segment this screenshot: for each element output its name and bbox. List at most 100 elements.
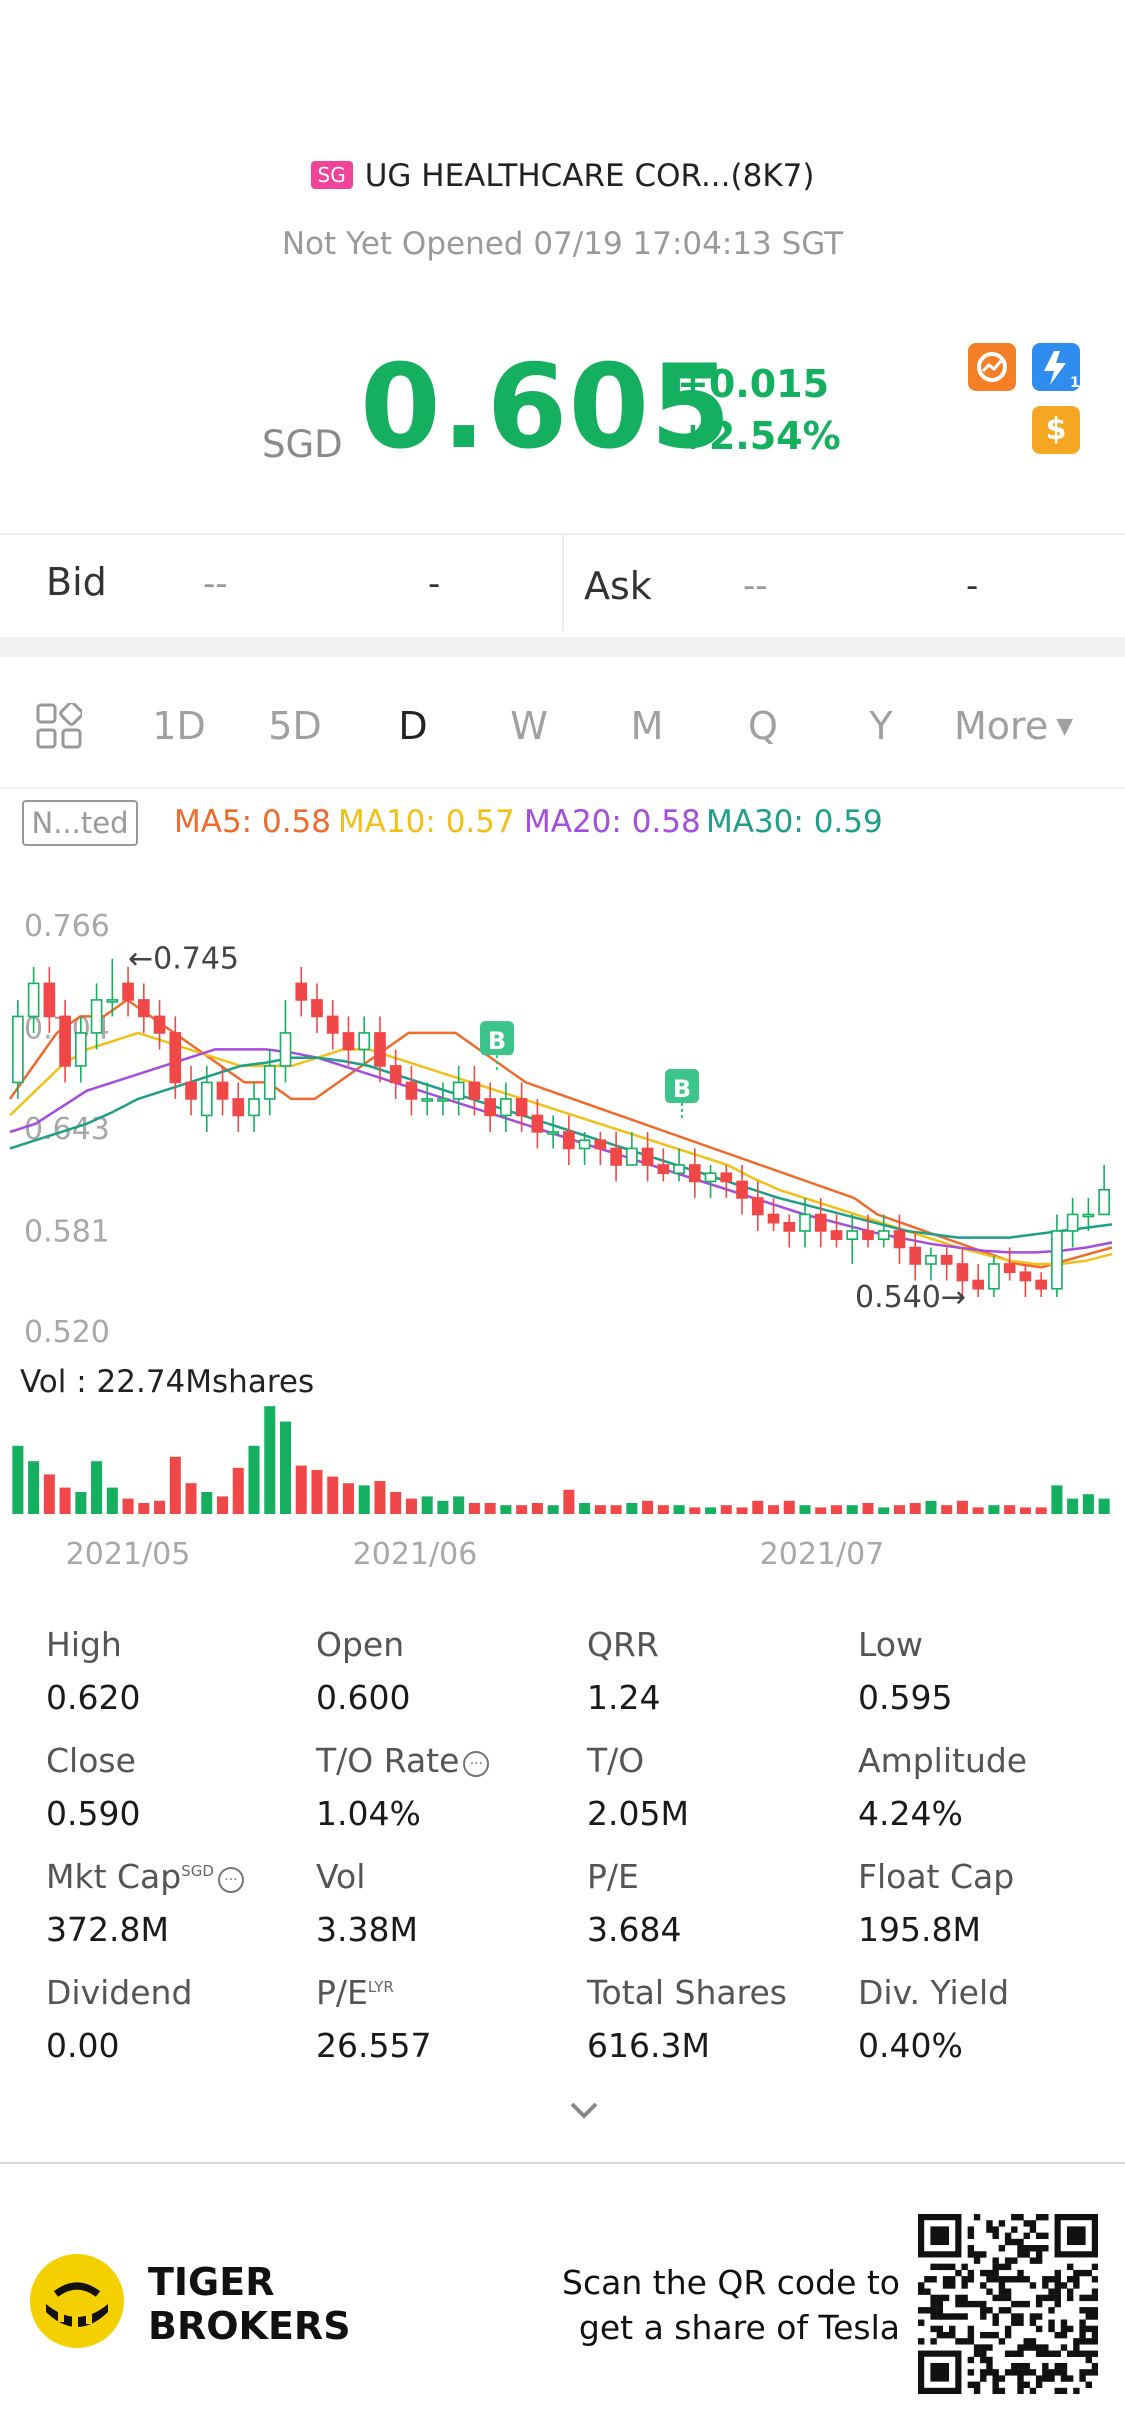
candle-body: [830, 1230, 843, 1241]
candle-body: [437, 1098, 449, 1102]
volume-bar: [358, 1485, 370, 1514]
more-label: More: [954, 704, 1049, 748]
lightning-icon[interactable]: 1: [1032, 343, 1080, 391]
qr-module: [1073, 2282, 1080, 2289]
qr-module: [961, 2282, 968, 2289]
qr-module: [1023, 2369, 1030, 2376]
qr-module: [1060, 2319, 1068, 2326]
candle-body: [547, 1131, 559, 1135]
qr-module: [998, 2263, 1006, 2271]
qr-module: [1017, 2319, 1024, 2326]
qr-module: [1073, 2344, 1080, 2351]
qr-module: [936, 2307, 944, 2314]
volume-bar: [248, 1445, 260, 1514]
ma-line-ma5: [8, 998, 1113, 1269]
candle-body: [641, 1147, 654, 1166]
qr-module: [1085, 2381, 1092, 2388]
qr-module: [1048, 2369, 1055, 2376]
qr-module: [1035, 2375, 1043, 2382]
tab-d[interactable]: D: [398, 704, 428, 748]
qr-module: [942, 2313, 950, 2320]
qr-module: [986, 2356, 993, 2364]
qr-module: [1035, 2294, 1043, 2302]
qr-module: [980, 2331, 987, 2339]
qr-module: [1048, 2375, 1055, 2382]
layout-grid-icon[interactable]: [36, 701, 84, 749]
qr-module: [1054, 2331, 1061, 2339]
candle-body: [1019, 1271, 1032, 1282]
expand-chevron-icon[interactable]: [566, 2098, 602, 2124]
candle-body: [846, 1230, 859, 1241]
stat-value: 616.3M: [587, 2026, 710, 2065]
stat-label-text: Total Shares: [587, 1973, 787, 2012]
qr-caption-line1: Scan the QR code to: [562, 2263, 900, 2302]
tab-w[interactable]: W: [510, 704, 548, 748]
qr-module: [1079, 2307, 1086, 2314]
qr-module: [930, 2313, 937, 2320]
tab-5d[interactable]: 5D: [268, 704, 322, 748]
volume-bar: [500, 1505, 512, 1514]
qr-module: [930, 2325, 937, 2333]
candle-body: [169, 1032, 182, 1084]
qr-module: [918, 2338, 925, 2345]
qr-module: [973, 2251, 981, 2258]
qr-module: [1054, 2282, 1061, 2289]
candle-body: [767, 1213, 780, 1224]
qr-module: [992, 2313, 999, 2320]
qr-finder: [1066, 2226, 1086, 2246]
qr-module: [973, 2257, 981, 2264]
stat-label-text: QRR: [587, 1625, 659, 1664]
qr-module: [1029, 2344, 1037, 2351]
candle-body: [877, 1230, 890, 1241]
qr-module: [1042, 2362, 1049, 2370]
qr-module: [986, 2276, 993, 2283]
qr-module: [1042, 2245, 1049, 2252]
qr-module: [1004, 2369, 1012, 2376]
volume-bar: [468, 1503, 480, 1514]
price-adjust-toggle[interactable]: N...ted: [22, 800, 138, 846]
qr-module: [967, 2356, 975, 2364]
volume-bar: [264, 1406, 276, 1514]
qr-module: [1091, 2313, 1098, 2320]
tab-y[interactable]: Y: [869, 704, 893, 748]
qr-module: [942, 2331, 950, 2339]
more-dropdown[interactable]: More ▼: [954, 704, 1073, 748]
volume-bar: [405, 1498, 417, 1514]
candle-body: [153, 1015, 166, 1034]
qr-module: [1004, 2331, 1012, 2339]
candle-body: [90, 999, 103, 1034]
more-info-icon[interactable]: ···: [463, 1751, 490, 1777]
low-marker-label: 0.540→: [855, 1280, 966, 1315]
dollar-icon[interactable]: $: [1032, 406, 1080, 454]
divider: [0, 533, 1125, 535]
more-info-icon[interactable]: ···: [217, 1867, 244, 1893]
brand-line1: TIGER: [148, 2260, 275, 2304]
candle-body: [925, 1254, 937, 1265]
qr-module: [1023, 2232, 1030, 2240]
ma10-value: MA10: 0.57: [338, 804, 515, 840]
volume-bar: [925, 1500, 937, 1514]
qr-module: [1079, 2319, 1086, 2326]
qr-module: [1079, 2338, 1086, 2345]
stat-label: Total Shares: [587, 1973, 787, 2012]
volume-bar: [768, 1505, 780, 1514]
qr-module: [992, 2276, 999, 2283]
qr-module: [936, 2300, 944, 2308]
candlestick-chart[interactable]: 0.7660.7040.6430.5810.520←0.7450.540→BBV…: [0, 880, 1125, 1580]
qr-module: [1048, 2350, 1055, 2357]
volume-bar: [484, 1503, 496, 1514]
candle-body: [389, 1065, 402, 1084]
qr-code-icon[interactable]: [918, 2214, 1098, 2394]
qr-module: [1054, 2288, 1061, 2295]
volume-bar: [1004, 1505, 1016, 1514]
qr-module: [1066, 2350, 1074, 2357]
brand-line2: BROKERS: [148, 2304, 351, 2348]
stat-value: 0.590: [46, 1794, 141, 1833]
stat-label-text: T/O: [587, 1741, 645, 1780]
stat-label-text: Vol: [316, 1857, 366, 1896]
tab-q[interactable]: Q: [748, 704, 778, 748]
qr-module: [1073, 2387, 1080, 2394]
tab-m[interactable]: M: [630, 704, 664, 748]
tab-1d[interactable]: 1D: [152, 704, 206, 748]
chart-alert-icon[interactable]: [968, 343, 1016, 391]
